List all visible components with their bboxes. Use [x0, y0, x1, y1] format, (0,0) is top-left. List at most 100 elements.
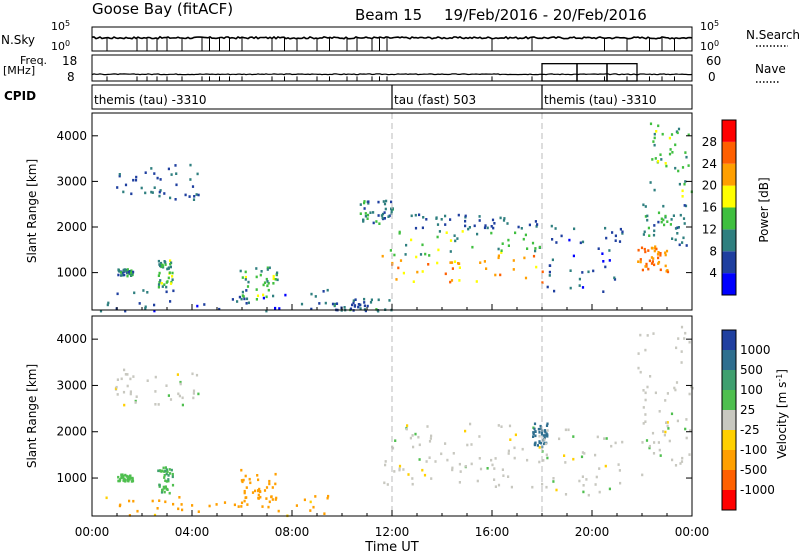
- data-cell: [449, 218, 452, 221]
- data-cell: [444, 214, 447, 218]
- data-cell: [309, 509, 312, 512]
- data-cell: [124, 183, 128, 187]
- data-cell: [197, 392, 200, 396]
- data-cell: [123, 273, 126, 277]
- data-cell: [644, 398, 647, 402]
- colorbar-swatch: [722, 273, 736, 295]
- data-cell: [163, 476, 166, 479]
- data-cell: [659, 252, 662, 255]
- data-cell: [613, 276, 616, 280]
- data-cell: [357, 303, 360, 306]
- data-cell: [124, 473, 127, 477]
- data-cell: [569, 269, 572, 272]
- colorbar-tick-label: 4: [709, 266, 717, 280]
- data-cell: [597, 247, 600, 250]
- data-cell: [170, 280, 173, 284]
- x-tick-label: 12:00: [375, 525, 410, 539]
- data-cell: [478, 457, 481, 460]
- data-cell: [167, 394, 170, 397]
- data-cell: [383, 202, 387, 206]
- data-cell: [123, 477, 126, 481]
- data-cell: [134, 178, 138, 182]
- data-cell: [178, 394, 181, 398]
- data-cell: [142, 289, 145, 292]
- data-cell: [241, 480, 244, 484]
- data-cell: [676, 226, 679, 230]
- freq-plot: [91, 63, 693, 82]
- data-cell: [546, 429, 549, 432]
- data-cell: [484, 224, 487, 227]
- data-cell: [669, 223, 672, 226]
- data-cell: [687, 133, 690, 137]
- data-cell: [650, 262, 654, 265]
- data-cell: [266, 284, 269, 288]
- data-cell: [531, 241, 535, 245]
- data-cell: [167, 478, 170, 481]
- data-cell: [500, 425, 503, 428]
- data-cell: [272, 277, 275, 281]
- data-cell: [430, 434, 433, 438]
- data-cell: [381, 254, 384, 258]
- data-cell: [160, 491, 164, 494]
- data-cell: [274, 472, 277, 476]
- data-cell: [457, 262, 460, 265]
- data-cell: [166, 470, 169, 474]
- noise-tick-top-left-exp: 5: [65, 19, 70, 28]
- data-cell: [244, 474, 247, 478]
- data-cell: [464, 224, 467, 228]
- data-cell: [437, 248, 440, 252]
- data-cell: [506, 222, 509, 225]
- data-cell: [470, 462, 473, 466]
- data-cell: [135, 395, 138, 398]
- data-cell: [676, 419, 679, 423]
- data-cell: [683, 182, 686, 186]
- data-cell: [640, 246, 644, 250]
- data-cell: [123, 403, 126, 407]
- data-cell: [244, 278, 247, 281]
- data-cell: [256, 294, 260, 298]
- data-cell: [613, 278, 617, 281]
- x-axis-title: Time UT: [364, 540, 418, 554]
- colorbar-frame: [721, 329, 737, 511]
- data-cell: [540, 427, 543, 431]
- data-cell: [189, 178, 192, 181]
- data-cell: [343, 306, 346, 309]
- data-cell: [421, 468, 424, 472]
- data-cell: [467, 227, 470, 231]
- data-cell: [666, 424, 669, 428]
- data-cell: [646, 218, 649, 222]
- data-cell: [427, 263, 430, 266]
- data-cell: [545, 485, 548, 489]
- data-cell: [642, 203, 645, 207]
- data-cell: [197, 193, 200, 197]
- cpid-label: CPID: [4, 89, 36, 103]
- data-cell: [146, 379, 149, 382]
- data-cell: [500, 249, 503, 252]
- data-cell: [359, 307, 362, 310]
- data-cell: [164, 485, 167, 488]
- data-cell: [677, 226, 680, 229]
- data-cell: [668, 439, 671, 443]
- data-cell: [237, 505, 240, 508]
- data-cell: [375, 220, 378, 223]
- data-cell: [507, 452, 510, 455]
- data-cell: [510, 485, 513, 489]
- data-cell: [644, 391, 647, 395]
- data-cell: [151, 499, 154, 503]
- data-cell: [418, 458, 421, 461]
- data-cell: [669, 148, 672, 151]
- data-cell: [153, 309, 156, 313]
- data-cell: [652, 140, 655, 143]
- data-cell: [265, 309, 268, 313]
- data-cell: [526, 247, 529, 250]
- data-cell: [405, 243, 408, 247]
- data-cell: [196, 304, 199, 308]
- data-cell: [473, 224, 476, 228]
- data-cell: [132, 499, 135, 503]
- data-cell: [688, 340, 691, 344]
- data-cell: [645, 262, 648, 266]
- data-cell: [327, 494, 330, 498]
- data-cell: [251, 491, 255, 494]
- data-cell: [459, 470, 462, 473]
- data-cell: [359, 203, 362, 206]
